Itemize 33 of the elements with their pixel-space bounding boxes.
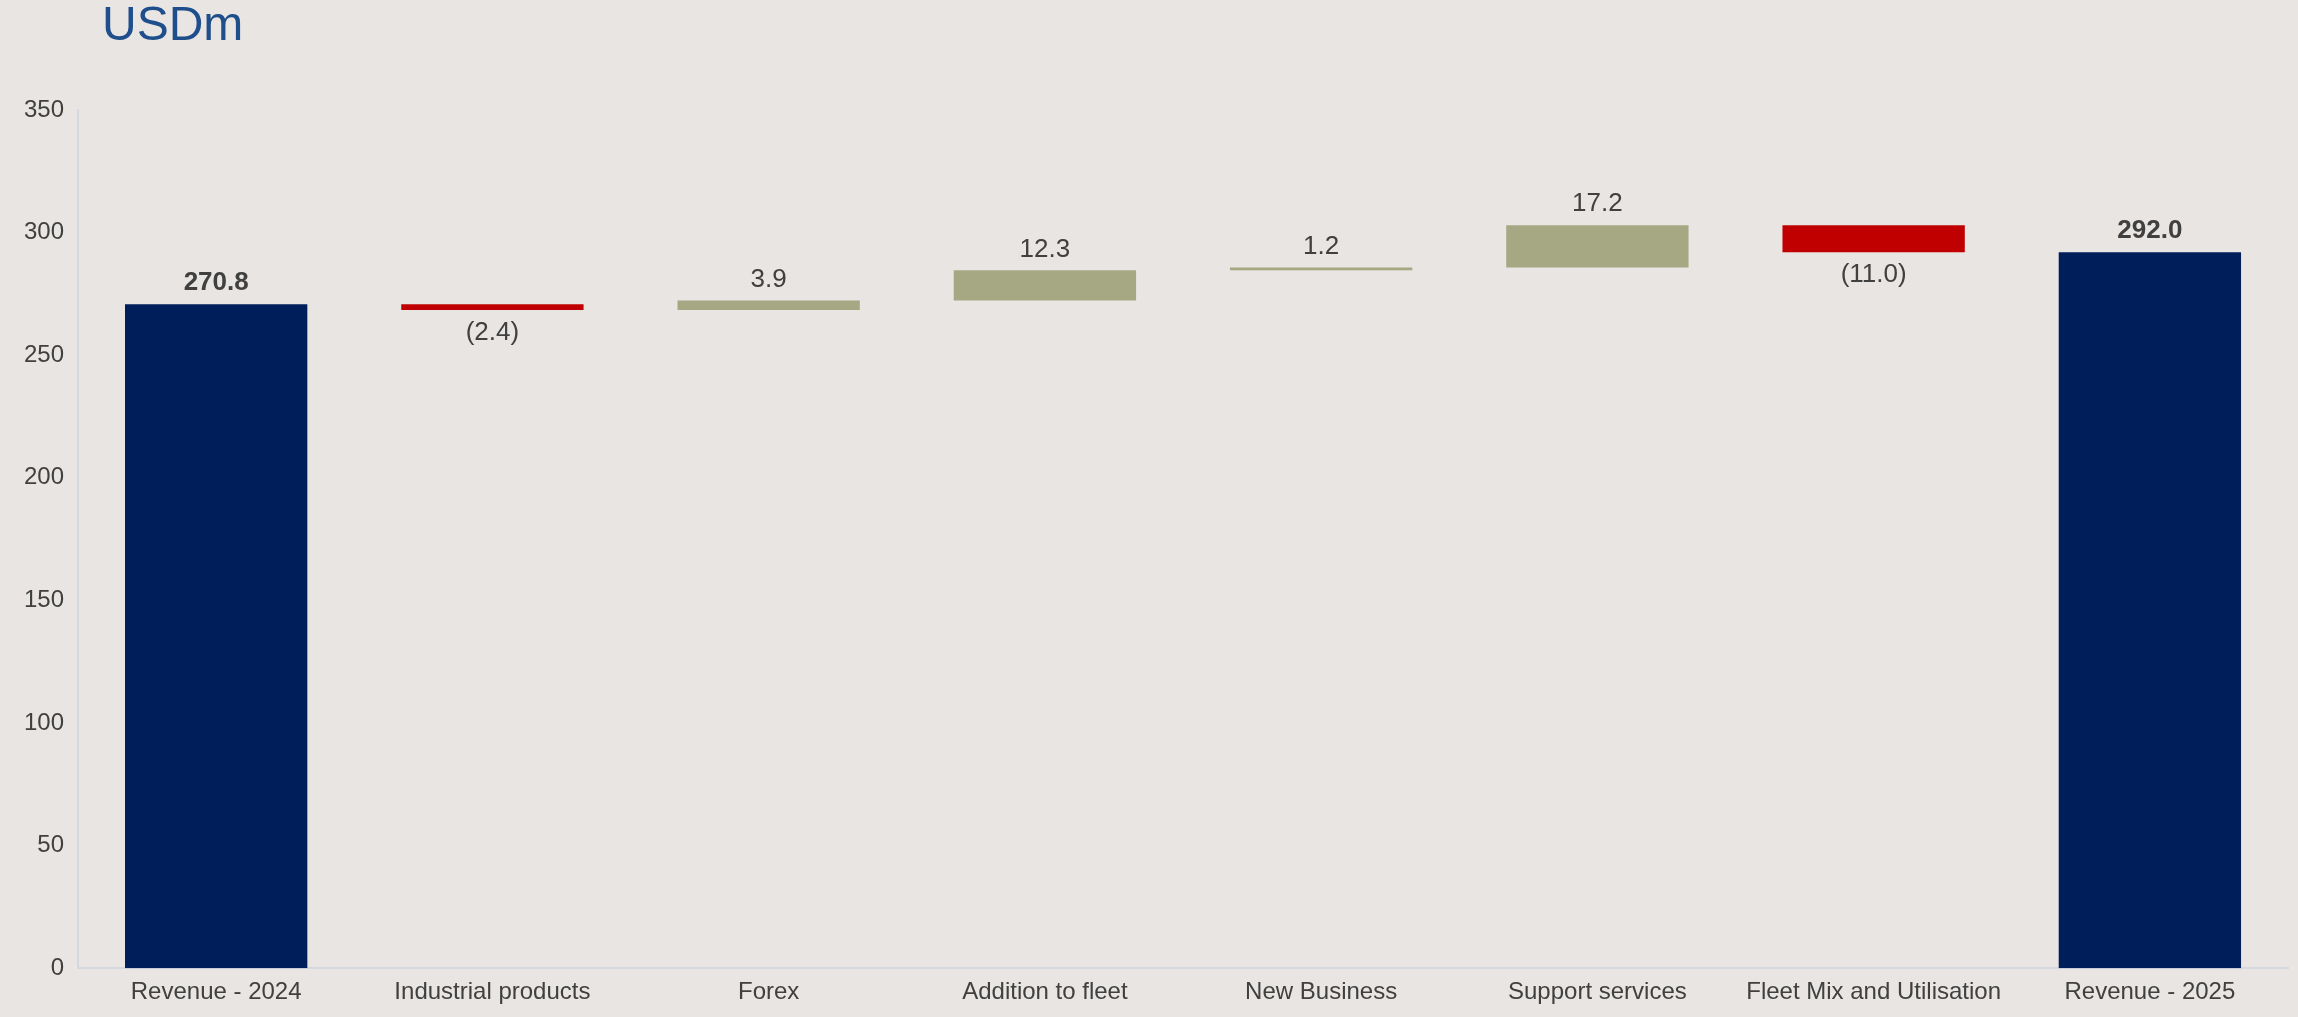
bar <box>677 300 860 311</box>
data-label: (11.0) <box>1840 258 1907 289</box>
y-tick-label: 100 <box>24 707 65 735</box>
data-label: 3.9 <box>750 262 787 293</box>
y-tick-label: 200 <box>24 462 65 490</box>
bar <box>1506 225 1689 268</box>
x-tick-label: Forex <box>737 977 800 1005</box>
y-tick-label: 50 <box>37 830 65 858</box>
data-label: 270.8 <box>183 266 249 297</box>
bar <box>2058 252 2242 969</box>
bar <box>953 270 1137 301</box>
y-tick-label: 250 <box>24 339 65 367</box>
bar <box>401 304 584 311</box>
chart-title: USDm <box>102 0 244 51</box>
y-tick-label: 300 <box>24 217 65 245</box>
x-tick-label: Revenue - 2025 <box>2064 977 2236 1005</box>
data-label: 1.2 <box>1303 229 1340 260</box>
x-tick-label: Support services <box>1508 977 1687 1005</box>
x-tick-label: Revenue - 2024 <box>130 977 302 1005</box>
x-tick-label: New Business <box>1245 977 1398 1005</box>
y-tick-label: 350 <box>24 94 65 122</box>
bar <box>1782 225 1965 253</box>
data-label: (2.4) <box>465 316 520 347</box>
x-tick-label: Addition to fleet <box>962 977 1128 1005</box>
data-label: 292.0 <box>2117 214 2183 245</box>
x-tick-label: Industrial products <box>394 977 591 1005</box>
data-label: 12.3 <box>1019 232 1071 263</box>
x-tick-label: Fleet Mix and Utilisation <box>1746 977 2002 1005</box>
data-label: 17.2 <box>1572 187 1623 218</box>
y-tick-label: 150 <box>24 585 65 613</box>
bar <box>125 304 308 969</box>
y-tick-label: 0 <box>50 952 65 980</box>
bar <box>1229 267 1413 271</box>
